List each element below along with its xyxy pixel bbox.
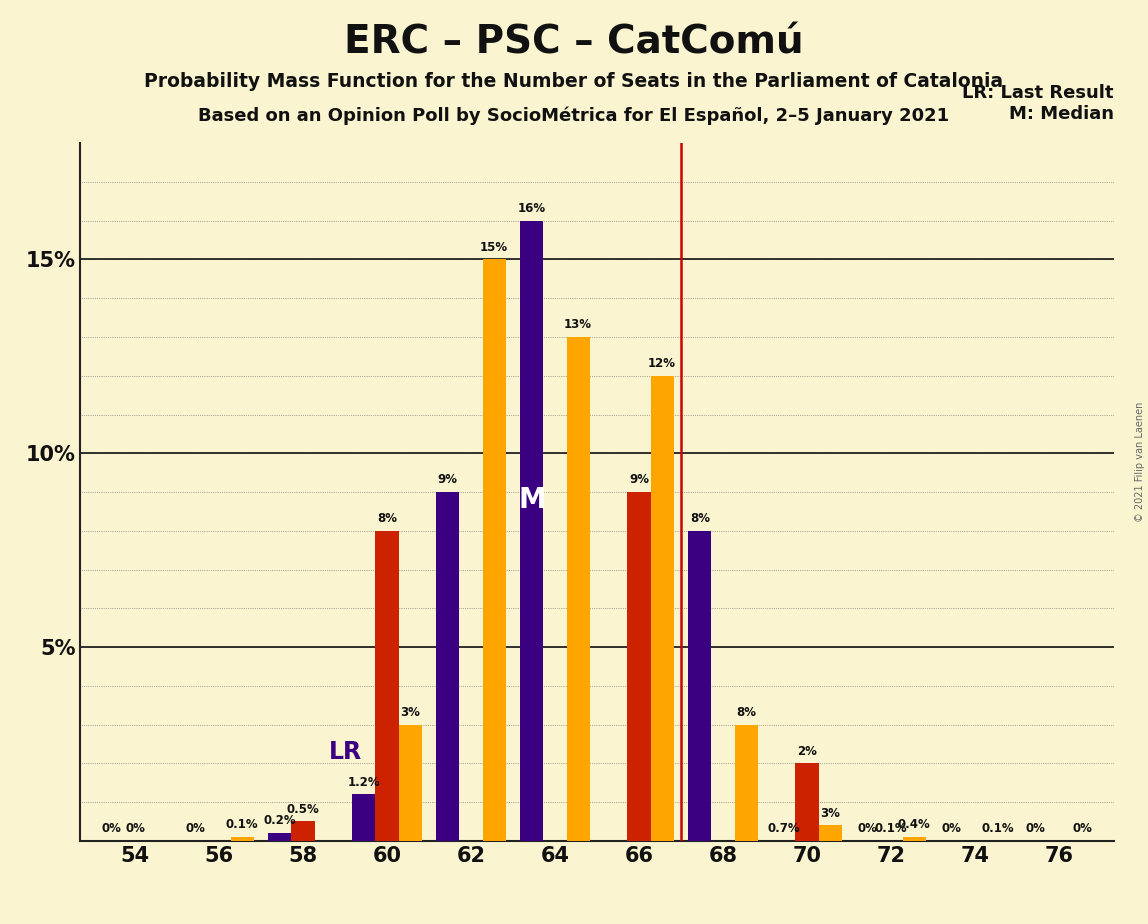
Bar <box>398 724 421 841</box>
Text: 0%: 0% <box>1026 822 1046 835</box>
Text: 2%: 2% <box>797 745 817 758</box>
Text: 0.7%: 0.7% <box>768 822 800 835</box>
Bar <box>436 492 459 841</box>
Bar <box>375 530 398 841</box>
Text: 0.5%: 0.5% <box>287 803 319 816</box>
Text: 8%: 8% <box>736 706 757 719</box>
Bar <box>628 492 651 841</box>
Text: 0%: 0% <box>941 822 962 835</box>
Text: 3%: 3% <box>820 807 840 820</box>
Bar <box>482 260 505 841</box>
Text: 8%: 8% <box>690 512 709 525</box>
Text: LR: Last Result: LR: Last Result <box>962 84 1114 102</box>
Bar <box>819 825 841 841</box>
Bar <box>735 724 758 841</box>
Text: M: M <box>518 486 545 514</box>
Text: 0.4%: 0.4% <box>898 818 930 832</box>
Bar <box>796 763 819 841</box>
Text: Based on an Opinion Poll by SocioMétrica for El Español, 2–5 January 2021: Based on an Opinion Poll by SocioMétrica… <box>199 106 949 125</box>
Text: 0%: 0% <box>186 822 205 835</box>
Text: 0.1%: 0.1% <box>982 822 1015 835</box>
Text: 8%: 8% <box>377 512 397 525</box>
Text: 3%: 3% <box>401 706 420 719</box>
Text: 13%: 13% <box>564 318 592 331</box>
Bar <box>520 221 543 841</box>
Bar <box>292 821 315 841</box>
Text: M: Median: M: Median <box>1009 104 1114 123</box>
Bar <box>566 337 590 841</box>
Bar <box>689 530 712 841</box>
Text: 1.2%: 1.2% <box>348 775 380 788</box>
Text: 0.1%: 0.1% <box>875 822 907 835</box>
Text: 15%: 15% <box>480 240 509 254</box>
Text: 9%: 9% <box>629 473 649 486</box>
Bar <box>651 376 674 841</box>
Text: LR: LR <box>328 740 362 764</box>
Text: 0%: 0% <box>102 822 122 835</box>
Bar <box>352 795 375 841</box>
Text: 0%: 0% <box>858 822 878 835</box>
Text: 16%: 16% <box>518 202 546 215</box>
Text: 0.1%: 0.1% <box>226 818 258 832</box>
Text: 12%: 12% <box>649 357 676 370</box>
Bar <box>269 833 292 841</box>
Text: Probability Mass Function for the Number of Seats in the Parliament of Catalonia: Probability Mass Function for the Number… <box>145 72 1003 91</box>
Text: 0%: 0% <box>1072 822 1092 835</box>
Bar <box>231 837 254 841</box>
Text: 0.2%: 0.2% <box>264 814 296 827</box>
Text: 0%: 0% <box>125 822 145 835</box>
Bar <box>902 837 925 841</box>
Text: ERC – PSC – CatComú: ERC – PSC – CatComú <box>344 23 804 61</box>
Text: © 2021 Filip van Laenen: © 2021 Filip van Laenen <box>1135 402 1145 522</box>
Text: 9%: 9% <box>437 473 458 486</box>
